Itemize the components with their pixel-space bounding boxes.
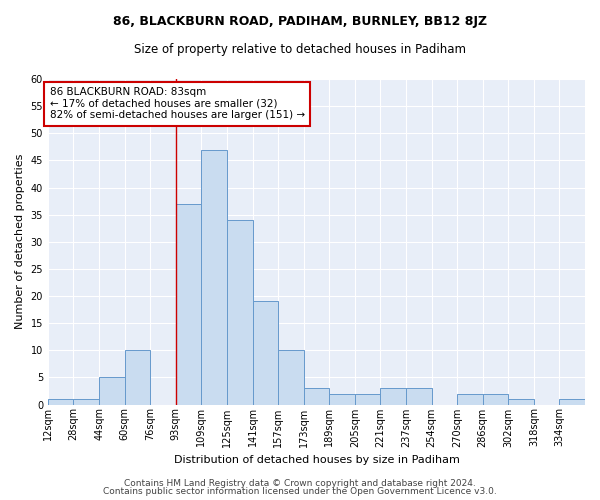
Bar	[457, 394, 482, 404]
Bar	[406, 388, 431, 404]
Bar	[99, 378, 125, 404]
Y-axis label: Number of detached properties: Number of detached properties	[15, 154, 25, 330]
Bar	[508, 399, 534, 404]
Bar	[482, 394, 508, 404]
Text: Size of property relative to detached houses in Padiham: Size of property relative to detached ho…	[134, 42, 466, 56]
Text: Contains public sector information licensed under the Open Government Licence v3: Contains public sector information licen…	[103, 487, 497, 496]
Bar	[559, 399, 585, 404]
Bar	[48, 399, 73, 404]
Bar	[202, 150, 227, 404]
Bar	[73, 399, 99, 404]
Bar	[278, 350, 304, 405]
Bar	[125, 350, 150, 405]
X-axis label: Distribution of detached houses by size in Padiham: Distribution of detached houses by size …	[173, 455, 460, 465]
Bar	[380, 388, 406, 404]
Text: 86, BLACKBURN ROAD, PADIHAM, BURNLEY, BB12 8JZ: 86, BLACKBURN ROAD, PADIHAM, BURNLEY, BB…	[113, 15, 487, 28]
Bar	[355, 394, 380, 404]
Text: 86 BLACKBURN ROAD: 83sqm
← 17% of detached houses are smaller (32)
82% of semi-d: 86 BLACKBURN ROAD: 83sqm ← 17% of detach…	[50, 87, 305, 120]
Bar	[304, 388, 329, 404]
Bar	[329, 394, 355, 404]
Bar	[253, 302, 278, 405]
Bar	[176, 204, 202, 404]
Bar	[227, 220, 253, 404]
Text: Contains HM Land Registry data © Crown copyright and database right 2024.: Contains HM Land Registry data © Crown c…	[124, 478, 476, 488]
